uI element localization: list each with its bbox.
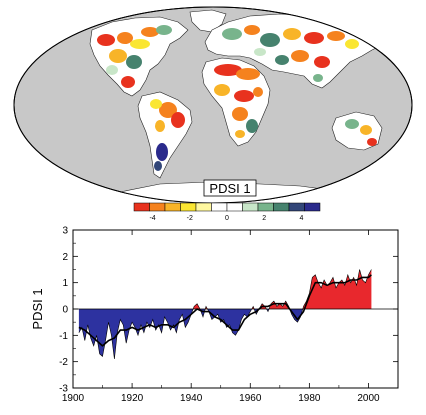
x-tick-label: 1920 bbox=[121, 393, 144, 404]
x-tick-label: 2000 bbox=[357, 393, 380, 404]
colorbar-swatch bbox=[211, 202, 228, 212]
colorbar: -4 -2 0 2 4 bbox=[133, 202, 321, 222]
negative-area bbox=[207, 309, 252, 336]
colorbar-swatch bbox=[242, 202, 259, 212]
map-title-text: PDSI 1 bbox=[209, 181, 250, 196]
y-tick-label: 1 bbox=[62, 278, 68, 289]
x-tick-label: 1960 bbox=[239, 393, 262, 404]
colorbar-tick-label: 2 bbox=[262, 215, 266, 222]
pdsi-series-lines bbox=[78, 269, 372, 360]
colorbar-swatch bbox=[149, 202, 166, 212]
colorbar-swatch bbox=[226, 202, 243, 212]
pdsi-map-shading bbox=[97, 25, 377, 171]
pdsi-time-series: 1900 1920 1940 1960 1980 2000 -3 -2 -1 0 1 2 3 PDSI … bbox=[30, 226, 399, 404]
colorbar-swatch bbox=[288, 202, 305, 212]
colorbar-swatch bbox=[195, 202, 212, 212]
positive-area bbox=[193, 303, 200, 309]
x-tick-label: 1900 bbox=[62, 393, 85, 404]
y-tick-label: 2 bbox=[62, 252, 68, 263]
y-axis-label: PDSI 1 bbox=[30, 288, 45, 329]
colorbar-tick-label: 0 bbox=[225, 215, 229, 222]
colorbar-swatch bbox=[273, 202, 290, 212]
smoothed-series-line bbox=[78, 274, 372, 347]
colorbar-swatch bbox=[133, 202, 150, 212]
x-tick-label: 1940 bbox=[180, 393, 203, 404]
colorbar-tick-label: 4 bbox=[299, 215, 303, 222]
world-map bbox=[13, 6, 413, 204]
negative-area bbox=[78, 309, 194, 359]
north-america-landmass bbox=[89, 16, 189, 97]
colorbar-swatch bbox=[180, 202, 197, 212]
colorbar-tick-label: -4 bbox=[149, 215, 155, 222]
y-tick-label: 3 bbox=[62, 226, 68, 237]
pdsi-fill-areas bbox=[78, 269, 372, 359]
colorbar-swatch bbox=[257, 202, 274, 212]
colorbar-swatch bbox=[164, 202, 181, 212]
colorbar-tick-label: -2 bbox=[187, 215, 193, 222]
y-tick-label: -3 bbox=[59, 384, 68, 395]
y-tick-label: -2 bbox=[59, 357, 68, 368]
map-title: PDSI 1 bbox=[203, 179, 257, 197]
colorbar-swatch bbox=[304, 202, 321, 212]
y-tick-label: -1 bbox=[59, 331, 68, 342]
x-tick-label: 1980 bbox=[298, 393, 321, 404]
plot-axes: 1900 1920 1940 1960 1980 2000 -3 -2 -1 0 1 2 3 bbox=[59, 226, 398, 404]
y-tick-label: 0 bbox=[62, 305, 68, 316]
